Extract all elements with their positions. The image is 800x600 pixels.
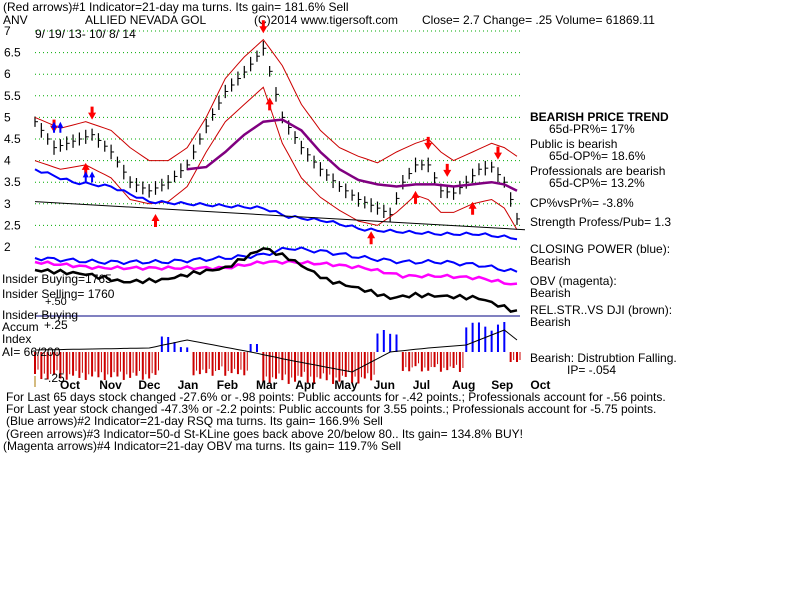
footer-line-3: (Blue arrows)#2 Indicator=21-day RSQ ma … <box>6 414 383 428</box>
y-tick-label: 7 <box>4 24 11 38</box>
accum-index-bars <box>34 322 521 384</box>
y-tick-label: 5.5 <box>4 89 21 103</box>
month-tick-label: Sep <box>491 378 513 392</box>
pr-value: 65d-PR%= 17% <box>549 122 635 136</box>
month-tick-label: Jan <box>178 378 199 392</box>
strength-value: Strength Profess/Pub= 1.3 <box>530 215 672 229</box>
ip-value: IP= -.054 <box>567 363 617 377</box>
footer-line-2: For Last year stock changed -47.3% or -2… <box>6 402 657 416</box>
insider-selling-count: Insider Selling= 1760 <box>2 287 115 301</box>
distribution-label: Bearish: Distrubtion Falling. <box>530 351 677 365</box>
blue-arrow-icon <box>82 171 89 183</box>
sell-arrow-icon <box>493 146 502 160</box>
support-trendline <box>34 201 526 231</box>
cp-value: 65d-CP%= 13.2% <box>549 176 645 190</box>
relstr-label: REL.STR..VS DJI (brown): <box>530 303 673 317</box>
footer-line-5: (Magenta arrows)#4 Indicator=21-day OBV … <box>3 439 401 453</box>
month-tick-label: Nov <box>99 378 122 392</box>
price-lines <box>34 38 526 317</box>
month-axis: Oct Nov Dec Jan Feb Mar Apr May Jun Jul Aug Sep Oct <box>34 376 550 392</box>
copyright-label: (C)2014 www.tigersoft.com <box>254 13 399 27</box>
blue-arrow-icon <box>57 121 64 133</box>
month-tick-label: Mar <box>256 378 278 392</box>
company-name: ALLIED NEVADA GOL <box>85 13 207 27</box>
y-tick-label: 2 <box>4 240 11 254</box>
accum-ma-line <box>34 329 518 373</box>
blue-arrow-icon <box>51 121 58 133</box>
relstr-value: Bearish <box>530 315 571 329</box>
month-tick-label: Feb <box>217 378 238 392</box>
y-tick-label: 3.5 <box>4 175 21 189</box>
closing-power-upper-line <box>34 168 518 241</box>
ai-label: AI= 66/200 <box>2 345 61 359</box>
y-axis-ticks: 7 6.5 6 5.5 5 4.5 4 3.5 3 2.5 2 <box>4 24 21 254</box>
insider-buying-label: Insider Buying <box>2 308 79 322</box>
signal-arrows <box>50 20 502 245</box>
y-tick-label: 6.5 <box>4 46 21 60</box>
cpvspr-value: CP%vsPr%= -3.8% <box>530 196 634 210</box>
blue-arrow-icon <box>89 171 96 183</box>
y-tick-label: 4.5 <box>4 132 21 146</box>
closing-power-label: CLOSING POWER (blue): <box>530 242 671 256</box>
accum-mid-value: +.50 <box>45 296 67 308</box>
moving-average-line <box>187 118 518 192</box>
op-value: 65d-OP%= 18.6% <box>549 149 646 163</box>
sell-arrow-icon <box>88 106 97 120</box>
y-tick-label: 6 <box>4 67 11 81</box>
buy-arrow-icon <box>265 97 274 111</box>
month-tick-label: Oct <box>60 378 80 392</box>
sell-arrow-icon <box>259 20 268 34</box>
buy-arrow-icon <box>411 190 420 204</box>
footer-line-4: (Green arrows)#3 Indicator=50-d St-KLine… <box>6 427 523 441</box>
closing-power-line <box>34 246 518 273</box>
buy-arrow-icon <box>367 231 376 245</box>
buy-arrow-icon <box>81 162 90 176</box>
insider-buying-count: Insider Buying=1765 <box>2 272 112 286</box>
closing-power-value: Bearish <box>530 254 571 268</box>
y-tick-label: 2.5 <box>4 218 21 232</box>
public-title: Public is bearish <box>530 137 618 151</box>
quote-label: Close= 2.7 Change= .25 Volume= 61869.11 <box>422 13 655 27</box>
ticker-label: ANV <box>3 13 28 27</box>
month-tick-label: Jul <box>413 378 430 392</box>
sell-arrow-icon <box>424 136 433 150</box>
date-range: 9/ 19/ 13- 10/ 8/ 14 <box>35 27 136 41</box>
buy-arrow-icon <box>468 201 477 215</box>
y-tick-label: 3 <box>4 197 11 211</box>
price-grid <box>35 30 520 248</box>
month-tick-label: Dec <box>138 378 160 392</box>
y-tick-label: 4 <box>4 154 11 168</box>
indicator-line-1: (Red arrows)#1 Indicator=21-day ma turns… <box>3 0 349 14</box>
obv-value: Bearish <box>530 286 571 300</box>
accum-bottom-value: -.25 <box>44 371 65 385</box>
lower-band-line <box>34 86 518 230</box>
index-label: Index <box>2 332 32 346</box>
month-tick-label: Aug <box>452 378 475 392</box>
month-tick-label: Apr <box>295 378 316 392</box>
accum-top-value: +.25 <box>44 318 68 332</box>
month-tick-label: Oct <box>530 378 550 392</box>
month-tick-label: Jun <box>374 378 395 392</box>
y-tick-label: 5 <box>4 110 11 124</box>
accum-label: Accum <box>2 320 39 334</box>
upper-band-line <box>34 38 518 164</box>
buy-arrow-icon <box>151 213 160 227</box>
month-tick-label: May <box>334 378 358 392</box>
obv-label: OBV (magenta): <box>530 274 617 288</box>
trend-title: BEARISH PRICE TREND <box>530 110 669 124</box>
obv-line <box>34 259 518 286</box>
relative-strength-line <box>34 247 518 313</box>
pro-title: Professionals are bearish <box>530 164 666 178</box>
footer-line-1: For Last 65 days stock changed -27.6% or… <box>6 390 666 404</box>
sell-arrow-icon <box>443 163 452 177</box>
